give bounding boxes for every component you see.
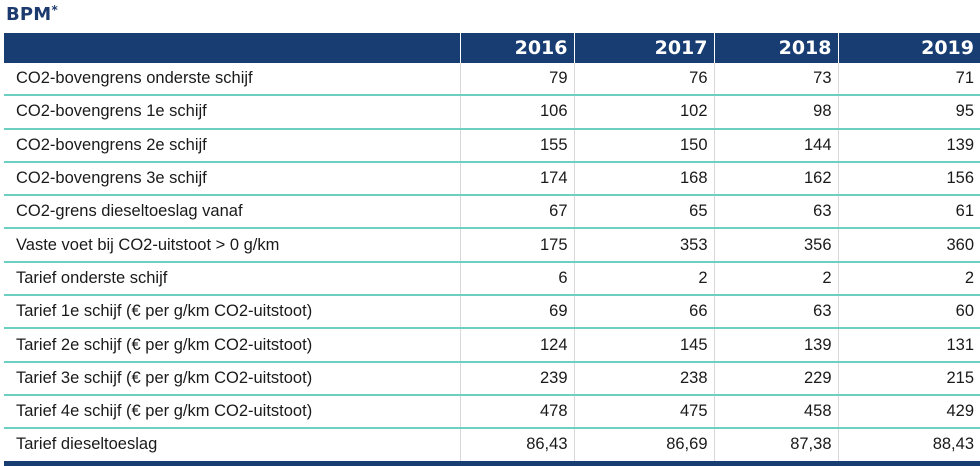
table-row: Tarief 1e schijf (€ per g/km CO2-uitstoo… xyxy=(4,295,980,330)
row-label: CO2-bovengrens onderste schijf xyxy=(4,63,460,97)
row-label: CO2-bovengrens 1e schijf xyxy=(4,95,460,130)
table-row: Vaste voet bij CO2-uitstoot > 0 g/km 175 3… xyxy=(4,228,980,263)
value-cell-2019: 215 xyxy=(837,361,980,396)
value-cell-2017: 168 xyxy=(573,161,714,197)
value-cell-2019: 139 xyxy=(837,128,980,163)
value-cell-2017: 353 xyxy=(573,228,714,263)
table-body: CO2-bovengrens onderste schijf 79 76 73 71 CO… xyxy=(4,63,980,466)
value-cell-2017: 150 xyxy=(573,128,714,163)
table-header: 2016 2017 2018 2019 xyxy=(4,33,980,63)
value-cell-2017: 475 xyxy=(573,394,714,430)
value-cell-2016: 69 xyxy=(459,295,574,330)
value-cell-2017: 238 xyxy=(573,361,714,396)
table-row: Tarief dieseltoeslag 86,43 86,69 87,38 88,43 xyxy=(4,428,980,466)
value-cell-2018: 87,38 xyxy=(713,428,838,466)
value-cell-2018: 229 xyxy=(713,361,838,396)
value-cell-2018: 73 xyxy=(713,63,838,97)
header-row: 2016 2017 2018 2019 xyxy=(4,33,980,63)
value-cell-2019: 88,43 xyxy=(837,428,980,466)
value-cell-2016: 175 xyxy=(459,228,574,263)
column-header-2018: 2018 xyxy=(713,33,838,63)
value-cell-2018: 63 xyxy=(713,295,838,330)
value-cell-2018: 144 xyxy=(713,128,838,163)
value-cell-2018: 63 xyxy=(713,195,838,230)
bpm-table: 2016 2017 2018 2019 CO2-bovengrens onder… xyxy=(4,33,980,466)
value-cell-2019: 95 xyxy=(837,95,980,130)
row-label: CO2-grens dieseltoeslag vanaf xyxy=(4,195,460,230)
table-row: CO2-bovengrens 3e schijf 174 168 162 156 xyxy=(4,161,980,197)
value-cell-2019: 2 xyxy=(837,261,980,297)
row-label: CO2-bovengrens 2e schijf xyxy=(4,128,460,163)
value-cell-2019: 60 xyxy=(837,295,980,330)
table-row: CO2-bovengrens 2e schijf 155 150 144 139 xyxy=(4,128,980,163)
value-cell-2018: 98 xyxy=(713,95,838,130)
title-text: BPM xyxy=(6,4,52,25)
value-cell-2019: 360 xyxy=(837,228,980,263)
row-label: Tarief 3e schijf (€ per g/km CO2-uitstoo… xyxy=(4,361,460,396)
value-cell-2016: 67 xyxy=(459,195,574,230)
value-cell-2019: 131 xyxy=(837,328,980,363)
value-cell-2018: 2 xyxy=(713,261,838,297)
table-row: Tarief 4e schijf (€ per g/km CO2-uitstoo… xyxy=(4,394,980,430)
value-cell-2018: 356 xyxy=(713,228,838,263)
value-cell-2018: 162 xyxy=(713,161,838,197)
value-cell-2017: 86,69 xyxy=(573,428,714,466)
value-cell-2017: 76 xyxy=(573,63,714,97)
table-row: CO2-bovengrens onderste schijf 79 76 73 71 xyxy=(4,63,980,97)
header-label-cell xyxy=(4,33,460,63)
table-row: Tarief onderste schijf 6 2 2 2 xyxy=(4,261,980,297)
value-cell-2017: 2 xyxy=(573,261,714,297)
value-cell-2016: 6 xyxy=(459,261,574,297)
value-cell-2016: 155 xyxy=(459,128,574,163)
value-cell-2016: 124 xyxy=(459,328,574,363)
value-cell-2018: 139 xyxy=(713,328,838,363)
value-cell-2016: 174 xyxy=(459,161,574,197)
row-label: Tarief 4e schijf (€ per g/km CO2-uitstoo… xyxy=(4,394,460,430)
value-cell-2016: 106 xyxy=(459,95,574,130)
value-cell-2019: 429 xyxy=(837,394,980,430)
value-cell-2019: 71 xyxy=(837,63,980,97)
table-row: CO2-grens dieseltoeslag vanaf 67 65 63 61 xyxy=(4,195,980,230)
value-cell-2019: 61 xyxy=(837,195,980,230)
row-label: CO2-bovengrens 3e schijf xyxy=(4,161,460,197)
value-cell-2017: 102 xyxy=(573,95,714,130)
value-cell-2018: 458 xyxy=(713,394,838,430)
value-cell-2016: 79 xyxy=(459,63,574,97)
value-cell-2016: 86,43 xyxy=(459,428,574,466)
column-header-2016: 2016 xyxy=(459,33,574,63)
value-cell-2017: 145 xyxy=(573,328,714,363)
value-cell-2016: 239 xyxy=(459,361,574,396)
table-row: Tarief 3e schijf (€ per g/km CO2-uitstoo… xyxy=(4,361,980,396)
column-header-2017: 2017 xyxy=(573,33,714,63)
table-row: CO2-bovengrens 1e schijf 106 102 98 95 xyxy=(4,95,980,130)
row-label: Tarief onderste schijf xyxy=(4,261,460,297)
value-cell-2017: 65 xyxy=(573,195,714,230)
row-label: Tarief dieseltoeslag xyxy=(4,428,460,466)
table-row: Tarief 2e schijf (€ per g/km CO2-uitstoo… xyxy=(4,328,980,363)
title-footnote-marker: * xyxy=(51,3,58,17)
row-label: Tarief 2e schijf (€ per g/km CO2-uitstoo… xyxy=(4,328,460,363)
value-cell-2019: 156 xyxy=(837,161,980,197)
column-header-2019: 2019 xyxy=(837,33,980,63)
table-title: BPM* xyxy=(6,3,58,25)
value-cell-2017: 66 xyxy=(573,295,714,330)
value-cell-2016: 478 xyxy=(459,394,574,430)
row-label: Vaste voet bij CO2-uitstoot > 0 g/km xyxy=(4,228,460,263)
row-label: Tarief 1e schijf (€ per g/km CO2-uitstoo… xyxy=(4,295,460,330)
